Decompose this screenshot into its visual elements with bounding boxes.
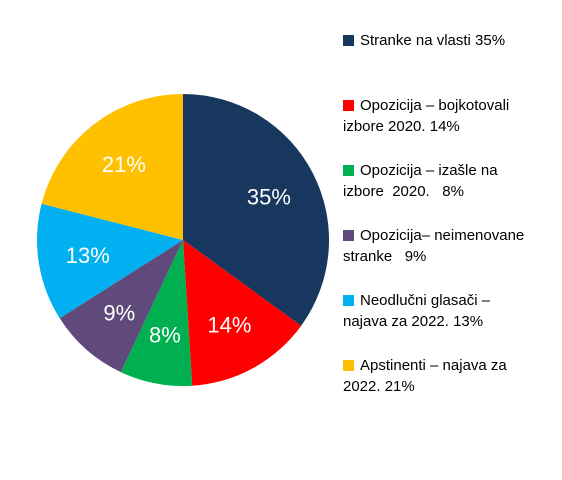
pie-slice-3 (120, 240, 193, 386)
legend-swatch-5 (343, 295, 354, 306)
pie-slice-label-6: 21% (102, 152, 146, 177)
legend-item-1: Stranke na vlasti 35% (343, 32, 505, 49)
legend-swatch-4 (343, 230, 354, 241)
pie-slice-label-1: 35% (247, 184, 291, 209)
legend-item-4: Opozicija– neimenovane stranke 9% (343, 227, 524, 265)
legend-label-3-line-1: Opozicija – izašle na (360, 162, 498, 179)
legend-label-5-line-1: Neodlučni glasači – (360, 292, 491, 309)
pie-slice-2 (183, 240, 302, 386)
pie-slice-label-5: 13% (66, 243, 110, 268)
legend-label-6-line-2: 2022. 21% (343, 378, 415, 395)
pie-slices (37, 94, 330, 386)
legend-item-6: Apstinenti – najava za 2022. 21% (343, 357, 507, 395)
legend-label-6-line-1: Apstinenti – najava za (360, 357, 507, 374)
legend-swatch-2 (343, 100, 354, 111)
legend-label-4-line-2: stranke 9% (343, 248, 426, 265)
legend-label-2-line-1: Opozicija – bojkotovali (360, 97, 509, 114)
pie-slice-labels: 35% 14% 8% 9% 13% 21% (66, 152, 291, 348)
legend-swatch-6 (343, 360, 354, 371)
legend-item-5: Neodlučni glasači – najava za 2022. 13% (343, 292, 491, 330)
pie-slice-label-2: 14% (207, 312, 251, 337)
legend-item-3: Opozicija – izašle na izbore 2020. 8% (343, 162, 498, 200)
legend-swatch-1 (343, 35, 354, 46)
pie-slice-4 (59, 240, 184, 373)
pie-slice-6 (41, 94, 184, 240)
legend-label-5-line-2: najava za 2022. 13% (343, 313, 483, 330)
legend-label-2-line-2: izbore 2020. 14% (343, 118, 460, 135)
pie-slice-5 (37, 203, 183, 319)
legend: Stranke na vlasti 35% Opozicija – bojkoto… (343, 32, 524, 395)
pie-slice-1 (183, 94, 330, 326)
legend-label-4-line-1: Opozicija– neimenovane (360, 227, 524, 244)
pie-slice-label-3: 8% (149, 323, 181, 348)
legend-label-1-line-1: Stranke na vlasti 35% (360, 32, 505, 49)
legend-item-2: Opozicija – bojkotovali izbore 2020. 14% (343, 97, 509, 135)
legend-label-3-line-2: izbore 2020. 8% (343, 183, 464, 200)
legend-swatch-3 (343, 165, 354, 176)
pie-slice-label-4: 9% (103, 300, 135, 325)
